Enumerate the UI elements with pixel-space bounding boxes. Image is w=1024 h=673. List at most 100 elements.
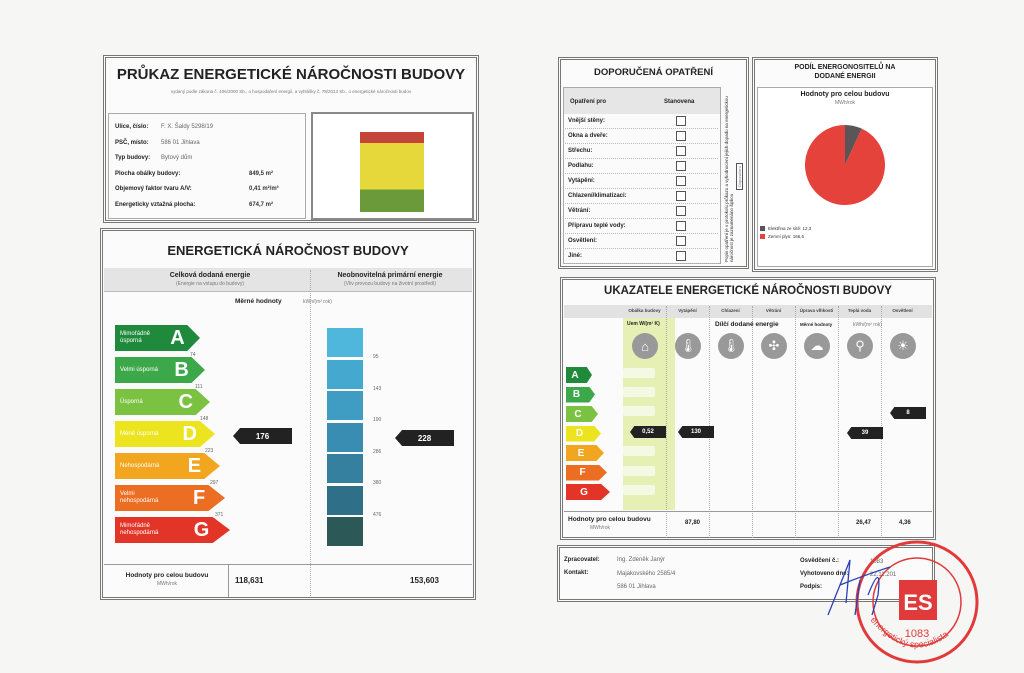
measure-checkbox[interactable] [676,251,686,261]
measure-checkbox[interactable] [676,116,686,126]
class-text: Velmi nehospodárná [120,491,159,504]
indicators-unit: kWh/(m² rok) [853,322,882,328]
shares-unit: MWh/rok [835,100,855,106]
info-label: Energeticky vztažná plocha: [115,201,196,208]
cooling-thermometer-icon: 🌡 [718,333,744,359]
col1-title: Celková dodaná energie [169,272,251,279]
info-value: 586 01 Jihlava [161,139,200,146]
class-letter: E [187,454,202,477]
energy-class-bar-B: Velmi úsporná B [115,357,205,383]
heating-thermometer-icon: 🌡 [675,333,701,359]
measure-checkbox[interactable] [676,221,686,231]
measures-title: DOPORUČENÁ OPATŘENÍ [594,67,713,78]
col1-sub: (Energie na vstupu do budovy) [175,281,245,287]
column-header: Obálka budovy [628,308,661,313]
heating-indicator: 130 [678,426,714,438]
measure-label: Větrání: [563,204,718,219]
column-header: Větrání [765,308,782,313]
class-letter: C [574,408,582,420]
processor-name: Ing. Zdeněk Janýr [617,557,666,563]
column-divider [709,306,710,538]
measure-checkbox[interactable] [676,146,686,156]
column-divider [310,270,311,596]
primary-limit: 380 [373,480,382,486]
partial-energy-label: Dílčí dodané energie [715,321,779,328]
class-letter: A [571,369,579,381]
primary-scale-block [327,359,363,389]
class-text: Nehospodárná [120,462,160,469]
stamp: ES 1083 energetický specialista [855,540,979,664]
total-primary: 153,603 [410,576,439,585]
delivered-limit: 223 [205,448,214,454]
building-photo [360,132,424,212]
total-delivered: 118,631 [235,576,264,585]
info-value: F. X. Šaldy 5298/19 [161,124,214,130]
mini-class-bar-C: C [566,406,598,422]
legend-label: Elektřina ze sítě: 12,3 [768,226,812,231]
info-label: Ulice, číslo: [115,124,149,130]
info-label: Objemový faktor tvaru A/V: [115,186,192,192]
indicators-total-label: Hodnoty pro celou budovu [568,516,651,523]
measure-checkbox[interactable] [676,176,686,186]
svg-text:1083: 1083 [905,628,929,640]
measure-label: Střechu: [563,144,718,159]
rating-total-row [104,564,472,597]
total-heating: 87,80 [685,520,701,526]
building-info: Ulice, číslo: F. X. Šaldy 5298/19 PSČ, mís… [108,113,306,219]
measures-col2: Stanovena [664,99,695,105]
total-unit: MWh/rok [157,581,177,587]
primary-scale-block [327,485,363,515]
shares-subtitle: Hodnoty pro celou budovu [800,91,890,98]
measure-checkbox[interactable] [676,161,686,171]
energy-class-bar-A: Mimořádně úsporná A [115,325,200,351]
measure-label: Vnější stěny: [563,114,718,129]
shares-title: PODÍL ENERGONOSITELŮ NA DODANÉ ENERGII [794,64,896,80]
total-hot-water: 26,47 [856,520,872,526]
measure-label: Podlahu: [563,159,718,174]
measure-checkbox[interactable] [676,131,686,141]
mini-class-bar-G: G [566,484,610,500]
column-header: Úprava vlhkosti [799,308,834,313]
legend-swatch [760,226,765,231]
class-text: Mimořádně úsporná [120,331,151,344]
mini-class-bar-A: A [566,367,592,383]
address-line1: Majakovského 2585/4 [617,571,676,577]
primary-scale-block [327,454,363,483]
divider [228,564,229,597]
specific-values-unit: kWh/(m² rok) [303,299,332,305]
uem-label: Uem W/(m² K) [627,321,660,327]
class-letter: G [580,486,588,498]
total-label: Hodnoty pro celou budovu [125,572,209,579]
measure-checkbox[interactable] [676,206,686,216]
primary-limit: 143 [373,385,382,392]
mini-class-bar-B: B [566,386,595,403]
address-line2: 586 01 Jihlava [617,584,656,590]
delivered-limit: 148 [200,416,209,422]
column-header: Vytápění [678,308,697,313]
building-photo-frame [311,112,474,220]
measure-label: Okna a dveře: [563,129,718,144]
energy-class-bar-G: Mimořádně nehospodárná G [115,517,230,543]
energy-class-bar-F: Velmi nehospodárná F [115,485,225,511]
measure-checkbox[interactable] [676,236,686,246]
measures-side-tag: Doporučení [736,163,743,190]
contact-label: Kontakt: [564,570,589,576]
delivered-limit: 371 [215,512,224,518]
primary-energy-indicator: 228 [395,430,454,446]
delivered-limit: 74 [190,352,196,358]
total-lighting: 4,36 [899,520,911,526]
class-letter: E [577,447,585,459]
col2-title: Neobnovitelná primární energie [337,272,443,279]
info-label: Plocha obálky budovy: [115,170,181,177]
lighting-indicator: 8 [890,407,926,419]
bulb-icon: ☀ [890,333,916,359]
measure-label: Přípravu teplé vody: [563,219,718,234]
rating-header-row [104,268,472,292]
column-header: Teplá voda [847,308,872,313]
indicators-specific-label: Měrné hodnoty [800,322,833,327]
pie-slice [845,125,862,165]
class-letter: G [193,518,210,541]
primary-scale-block [327,391,363,420]
column-divider [838,306,839,538]
measure-checkbox[interactable] [676,191,686,201]
